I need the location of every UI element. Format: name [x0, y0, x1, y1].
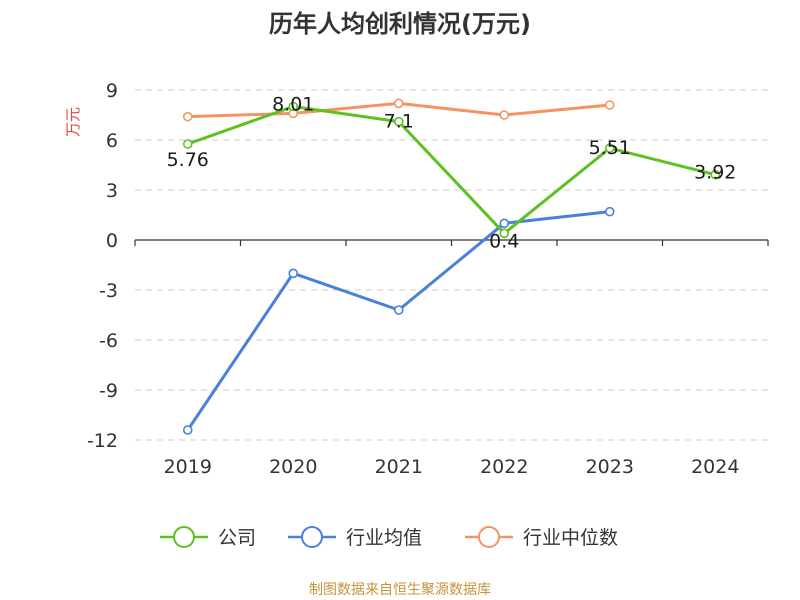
data-point [604, 206, 615, 217]
data-point [288, 101, 299, 112]
data-point [393, 98, 404, 109]
data-point [182, 425, 193, 435]
data-point [393, 305, 404, 315]
data-point [604, 143, 615, 153]
data-point [499, 228, 510, 239]
x-tick-label: 2022 [480, 456, 528, 478]
data-label: 5.76 [167, 149, 209, 171]
x-axis [134, 239, 769, 246]
data-point [710, 169, 721, 180]
legend-marker [478, 526, 500, 548]
x-tick-label: 2019 [164, 456, 212, 478]
legend-item[interactable]: 行业均值 [288, 526, 422, 549]
data-point [499, 218, 510, 229]
legend-item[interactable]: 行业中位数 [465, 526, 618, 549]
y-tick-label: 6 [106, 130, 118, 152]
legend-marker [301, 526, 323, 548]
legend-label: 公司 [218, 527, 256, 549]
x-tick-label: 2020 [269, 456, 317, 478]
data-point [499, 110, 510, 120]
legend-label: 行业中位数 [523, 527, 618, 549]
x-tick-label: 2021 [375, 456, 423, 478]
series-line [187, 105, 716, 235]
data-point [288, 268, 299, 279]
data-label: 0.4 [489, 230, 519, 252]
y-tick-label: 9 [106, 80, 118, 102]
data-label: 8.01 [272, 94, 314, 116]
x-tick-label: 2023 [586, 456, 634, 478]
y-axis-unit: 万元 [64, 107, 82, 137]
data-point [393, 116, 404, 127]
y-tick-label: -9 [99, 380, 118, 402]
y-tick-label: 0 [106, 230, 118, 252]
y-tick-label: -6 [99, 330, 118, 352]
data-point [182, 139, 193, 149]
x-axis-ticks: 2019 2020 2021 2022 2023 2024 [164, 456, 740, 478]
data-label: 3.92 [694, 162, 736, 184]
source-note: 制图数据来自恒生聚源数据库 [309, 582, 491, 598]
y-tick-label: -3 [99, 280, 118, 302]
data-label: 7.1 [384, 111, 414, 133]
data-labels: 5.76 8.01 7.1 0.4 5.51 3.92 [167, 94, 737, 253]
legend-marker [173, 526, 195, 548]
chart-title: 历年人均创利情况(万元) [269, 10, 531, 38]
y-tick-label: 3 [106, 180, 118, 202]
data-point [604, 100, 615, 110]
data-label: 5.51 [589, 137, 631, 159]
legend-item[interactable]: 公司 [160, 526, 256, 549]
series-lines [182, 98, 721, 435]
y-axis-ticks: 9 6 3 0 -3 -6 -9 -12 [87, 80, 118, 452]
series-line [186, 210, 610, 431]
data-point [182, 111, 193, 122]
x-tick-label: 2024 [691, 456, 739, 478]
y-tick-label: -12 [87, 430, 118, 452]
legend-label: 行业均值 [346, 527, 422, 549]
legend[interactable]: 公司 行业均值 行业中位数 [160, 526, 618, 549]
